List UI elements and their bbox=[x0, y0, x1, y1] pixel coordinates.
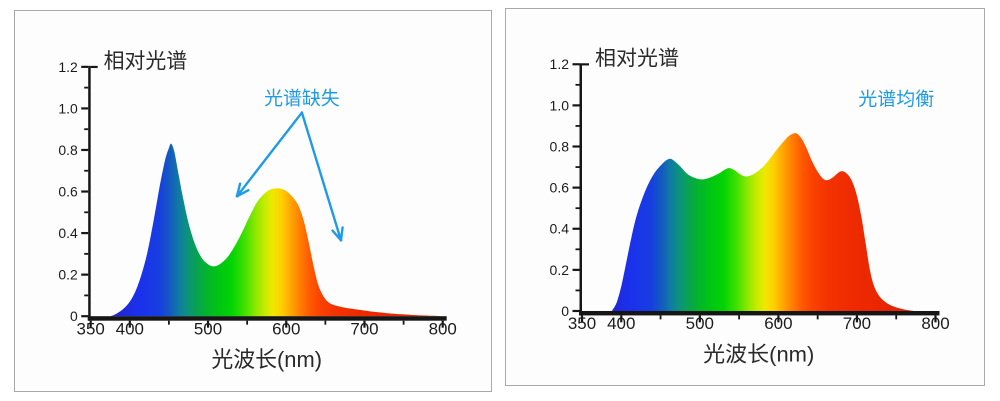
y-major-tick bbox=[572, 145, 580, 148]
annotation-arrow bbox=[300, 111, 344, 242]
y-minor-tick bbox=[84, 169, 89, 172]
annotation-label: 光谱缺失 bbox=[264, 87, 340, 109]
y-minor-tick bbox=[575, 166, 580, 168]
y-minor-tick bbox=[575, 207, 580, 210]
y-tick-label: 0.8 bbox=[550, 139, 570, 155]
x-tick-label: 400 bbox=[607, 314, 635, 333]
x-tick-label: 600 bbox=[764, 314, 792, 333]
y-tick-label: 0.6 bbox=[550, 180, 570, 196]
annotation-label: 光谱均衡 bbox=[858, 89, 934, 110]
y-major-tick bbox=[572, 268, 580, 271]
chart-title: 相对光谱 bbox=[104, 50, 188, 73]
left-chart-panel: 350 400 500 600 700 800 0 0.2 0.4 0.6 0.8 1.0 1.2 相对光… bbox=[14, 10, 492, 392]
y-major-tick bbox=[81, 190, 89, 193]
spectrum-area bbox=[110, 143, 442, 317]
y-tick-label: 0.2 bbox=[58, 267, 78, 283]
x-tick-label: 500 bbox=[194, 320, 222, 339]
x-major-tick bbox=[698, 315, 701, 323]
x-tick-label: 700 bbox=[350, 320, 378, 339]
x-minor-tick bbox=[738, 315, 741, 320]
x-tick-label: 350 bbox=[568, 314, 596, 333]
x-major-tick bbox=[441, 320, 444, 328]
y-tick-label: 1.0 bbox=[58, 100, 78, 116]
x-major-tick bbox=[89, 320, 92, 328]
y-tick-label: 0 bbox=[70, 308, 78, 324]
y-major-tick bbox=[572, 63, 580, 66]
y-minor-tick bbox=[575, 289, 580, 292]
y-major-tick bbox=[81, 315, 89, 318]
y-axis-end-cap bbox=[90, 65, 98, 69]
y-minor-tick bbox=[84, 211, 89, 214]
x-major-tick bbox=[934, 315, 937, 323]
y-tick-label: 0 bbox=[561, 303, 569, 319]
y-axis bbox=[579, 63, 582, 316]
y-minor-tick bbox=[84, 294, 89, 297]
x-minor-tick bbox=[895, 315, 898, 320]
y-minor-tick bbox=[575, 83, 580, 86]
x-minor-tick bbox=[816, 315, 819, 320]
x-minor-tick bbox=[168, 320, 170, 325]
right-chart-panel: 350 400 500 600 700 800 0 0.2 0.4 0.6 0.8 1.0 1.2 相对光… bbox=[505, 8, 985, 386]
chart-title: 相对光谱 bbox=[595, 47, 679, 70]
y-tick-label: 1.2 bbox=[58, 59, 78, 75]
y-tick-label: 1.0 bbox=[550, 97, 570, 113]
x-major-tick bbox=[363, 320, 366, 328]
y-minor-tick bbox=[84, 252, 89, 255]
x-minor-tick bbox=[324, 320, 327, 325]
x-major-tick bbox=[206, 320, 210, 328]
x-axis-label: 光波长(nm) bbox=[211, 347, 322, 372]
y-tick-label: 0.8 bbox=[58, 142, 78, 158]
y-major-tick bbox=[572, 104, 580, 107]
annotation-arrow bbox=[235, 111, 304, 198]
x-tick-label: 500 bbox=[686, 314, 714, 333]
x-minor-tick bbox=[402, 320, 405, 325]
x-tick-label: 600 bbox=[272, 320, 300, 339]
y-major-tick bbox=[81, 273, 89, 276]
y-tick-label: 0.4 bbox=[58, 225, 78, 241]
y-tick-label: 0.2 bbox=[550, 262, 570, 278]
y-tick-label: 0.6 bbox=[58, 184, 78, 200]
x-axis-label: 光波长(nm) bbox=[703, 341, 814, 366]
y-minor-tick bbox=[84, 86, 89, 89]
y-minor-tick bbox=[575, 248, 580, 251]
x-axis bbox=[579, 310, 940, 316]
y-tick-label: 1.2 bbox=[550, 56, 570, 72]
y-major-tick bbox=[81, 65, 89, 68]
y-major-tick bbox=[81, 107, 89, 110]
x-tick-label: 350 bbox=[77, 320, 105, 339]
x-tick-label: 400 bbox=[116, 320, 144, 339]
y-major-tick bbox=[81, 148, 89, 152]
x-major-tick bbox=[777, 315, 780, 323]
right-spectrum-chart: 350 400 500 600 700 800 0 0.2 0.4 0.6 0.8 1.0 1.2 相对光… bbox=[550, 47, 950, 366]
y-major-tick bbox=[572, 309, 580, 313]
y-tick-label: 0.4 bbox=[550, 221, 570, 237]
x-tick-label: 800 bbox=[921, 314, 949, 333]
x-major-tick bbox=[128, 320, 131, 328]
x-minor-tick bbox=[659, 315, 662, 320]
x-major-tick bbox=[620, 315, 623, 323]
y-axis bbox=[88, 65, 91, 321]
x-major-tick bbox=[580, 315, 584, 323]
x-major-tick bbox=[285, 320, 288, 328]
y-axis-end-cap bbox=[582, 63, 589, 66]
y-major-tick bbox=[572, 186, 580, 189]
x-tick-label: 700 bbox=[843, 314, 871, 333]
y-minor-tick bbox=[575, 125, 580, 127]
x-tick-label: 800 bbox=[429, 320, 457, 339]
x-minor-tick bbox=[246, 320, 249, 325]
spectrum-area bbox=[611, 133, 914, 311]
x-axis bbox=[87, 316, 447, 321]
y-major-tick bbox=[81, 231, 89, 235]
y-major-tick bbox=[572, 227, 580, 230]
x-major-tick bbox=[855, 315, 859, 323]
left-spectrum-chart: 350 400 500 600 700 800 0 0.2 0.4 0.6 0.8 1.0 1.2 相对光… bbox=[58, 50, 457, 372]
y-minor-tick bbox=[84, 128, 89, 131]
